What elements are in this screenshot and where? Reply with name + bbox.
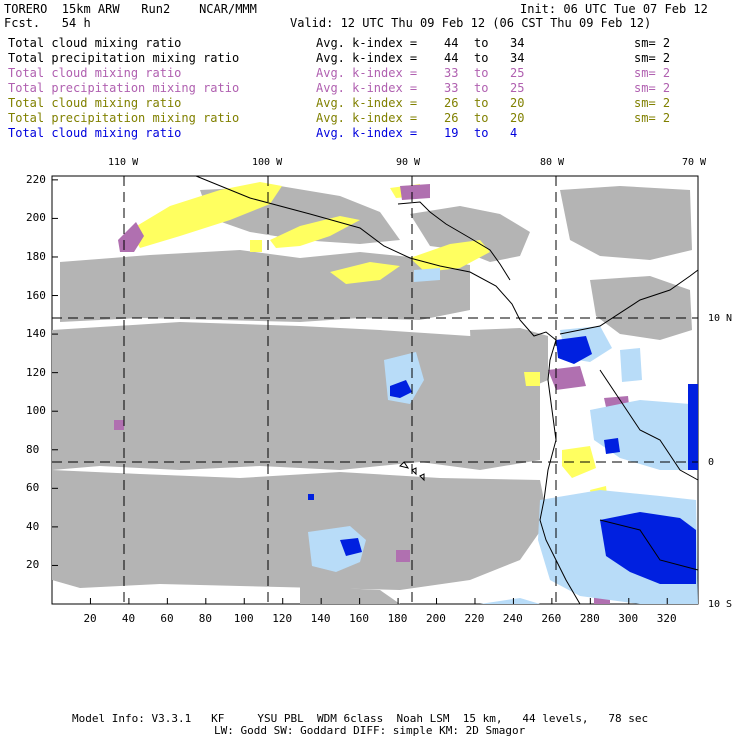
- y-tick-label: 140: [26, 327, 46, 341]
- legend-to-word: to: [474, 36, 489, 50]
- legend-smoothing: sm= 2: [634, 96, 671, 110]
- legend-to-word: to: [474, 96, 489, 110]
- legend-kindex-to: 34: [510, 36, 525, 50]
- x-tick-label: 120: [272, 612, 293, 625]
- y-tick-label: 120: [26, 365, 46, 379]
- legend-field-label: Total precipitation mixing ratio: [8, 111, 240, 125]
- legend-smoothing: sm= 2: [634, 66, 671, 80]
- legend-field-label: Total precipitation mixing ratio: [8, 51, 240, 65]
- legend-kindex-from: 26: [444, 96, 459, 110]
- lat-lon-grid: [52, 176, 698, 604]
- legend-smoothing: sm= 2: [634, 81, 671, 95]
- legend-kindex-from: 19: [444, 126, 459, 140]
- legend-field-label: Total cloud mixing ratio: [8, 96, 182, 110]
- legend-kindex-to: 20: [510, 96, 525, 110]
- legend-kindex-to: 25: [510, 66, 525, 80]
- legend-kindex-label: Avg. k-index =: [316, 126, 425, 140]
- x-tick-label: 60: [160, 612, 174, 625]
- legend-smoothing: sm= 2: [634, 111, 671, 125]
- legend-kindex-label: Avg. k-index =: [316, 111, 425, 125]
- model-title: TORERO 15km ARW Run2 NCAR/MMM: [4, 2, 257, 16]
- lon-label: 80 W: [540, 157, 565, 168]
- x-tick-label: 320: [656, 612, 677, 625]
- axis-ticks: [52, 179, 668, 604]
- legend-to-word: to: [474, 126, 489, 140]
- legend-kindex-label: Avg. k-index =: [316, 96, 425, 110]
- x-tick-label: 200: [426, 612, 446, 625]
- lon-label: 70 W: [682, 157, 707, 168]
- legend-to-word: to: [474, 81, 489, 95]
- legend-kindex-label: Avg. k-index =: [316, 36, 425, 50]
- x-tick-label: 40: [121, 612, 136, 625]
- y-tick-label: 80: [26, 442, 40, 456]
- legend-kindex-from: 26: [444, 111, 459, 125]
- legend-smoothing: sm= 2: [634, 36, 671, 50]
- x-tick-label: 140: [310, 612, 331, 625]
- x-tick-label: 20: [83, 612, 97, 625]
- legend-to-word: to: [474, 66, 489, 80]
- lat-label: 0: [708, 457, 715, 468]
- legend-kindex-from: 33: [444, 81, 459, 95]
- legend-kindex-to: 20: [510, 111, 525, 125]
- legend-field-label: Total cloud mixing ratio: [8, 126, 182, 140]
- y-tick-label: 20: [26, 558, 40, 572]
- legend-to-word: to: [474, 51, 489, 65]
- lat-label: 10 N: [708, 313, 733, 324]
- legend-kindex-label: Avg. k-index =: [316, 81, 425, 95]
- valid-time: Valid: 12 UTC Thu 09 Feb 12 (06 CST Thu …: [290, 16, 652, 30]
- lon-label: 90 W: [396, 157, 421, 168]
- x-tick-label: 300: [618, 612, 639, 625]
- x-tick-label: 280: [579, 612, 600, 625]
- legend-field-label: Total cloud mixing ratio: [8, 36, 182, 50]
- coastline: [195, 175, 699, 605]
- legend-kindex-to: 34: [510, 51, 525, 65]
- cloud-field-blue: [308, 336, 698, 584]
- y-tick-label: 100: [26, 404, 46, 418]
- legend-field-label: Total cloud mixing ratio: [8, 66, 182, 80]
- x-tick-label: 160: [349, 612, 369, 625]
- legend-to-word: to: [474, 111, 489, 125]
- init-time: Init: 06 UTC Tue 07 Feb 12: [520, 2, 708, 16]
- legend-smoothing: sm= 2: [634, 51, 671, 65]
- physics-info: LW: Godd SW: Goddard DIFF: simple KM: 2D…: [214, 724, 526, 737]
- legend-field-label: Total precipitation mixing ratio: [8, 81, 240, 95]
- forecast-hour: Fcst. 54 h: [4, 16, 91, 30]
- legend-kindex-from: 44: [444, 51, 459, 65]
- legend-kindex-label: Avg. k-index =: [316, 66, 425, 80]
- y-tick-label: 40: [26, 519, 40, 533]
- x-tick-label: 240: [502, 612, 523, 625]
- lon-label: 100 W: [252, 157, 283, 168]
- y-tick-label: 200: [26, 211, 46, 225]
- x-tick-label: 100: [233, 612, 254, 625]
- x-tick-label: 220: [464, 612, 485, 625]
- model-info: Model Info: V3.3.1 KF YSU PBL WDM 6class…: [72, 712, 649, 725]
- legend-kindex-to: 25: [510, 81, 525, 95]
- y-tick-label: 160: [26, 288, 46, 302]
- x-tick-label: 80: [198, 612, 213, 625]
- legend-kindex-from: 33: [444, 66, 459, 80]
- x-tick-label: 260: [541, 612, 562, 625]
- y-tick-label: 60: [26, 481, 40, 495]
- x-tick-label: 180: [387, 612, 408, 625]
- legend-kindex-label: Avg. k-index =: [316, 51, 425, 65]
- y-tick-label: 220: [26, 172, 46, 186]
- legend-kindex-to: 4: [510, 126, 518, 140]
- y-tick-label: 180: [26, 249, 46, 263]
- lat-label: 10 S: [708, 599, 733, 610]
- legend-kindex-from: 44: [444, 36, 459, 50]
- lon-label: 110 W: [108, 157, 139, 168]
